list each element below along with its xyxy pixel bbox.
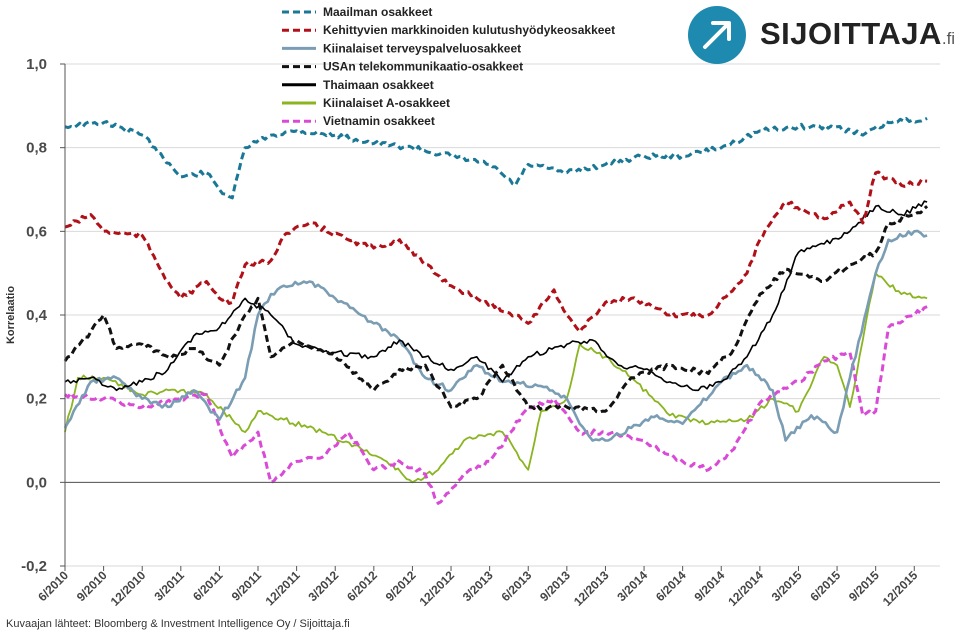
series-line [64, 117, 928, 200]
x-tick-label: 6/2012 [344, 568, 380, 604]
x-tick-label: 9/2010 [74, 568, 110, 604]
x-tick-label: 6/2011 [190, 568, 226, 604]
x-tick-label: 12/2015 [880, 568, 921, 609]
series-line [64, 305, 928, 505]
x-tick-label: 9/2015 [846, 568, 882, 604]
series-lines [63, 117, 929, 505]
x-tick-label: 3/2014 [614, 568, 650, 604]
x-tick-label: 12/2011 [263, 568, 303, 608]
legend-label: Maailman osakkeet [323, 5, 432, 19]
x-tick-label: 3/2011 [152, 568, 188, 604]
brand-logo: SIJOITTAJA.fi [688, 6, 968, 64]
x-tick-label: 6/2015 [807, 568, 843, 604]
y-tick-labels: 1,0 0,8 0,6 0,4 0,2 0,0 -0,2 [21, 56, 48, 575]
x-tick-label: 3/2012 [305, 568, 341, 604]
y-tick-label: 1,0 [26, 56, 47, 73]
x-tick-label: 12/2014 [725, 568, 766, 609]
x-tick-label: 3/2013 [460, 568, 496, 604]
source-note: Kuvaajan lähteet: Bloomberg & Investment… [6, 618, 350, 630]
y-tick-label: -0,2 [21, 558, 47, 575]
x-tick-label: 12/2010 [108, 568, 149, 609]
x-tick-label: 9/2013 [537, 568, 573, 604]
grid-lines [65, 63, 940, 567]
brand-suffix: .fi [941, 29, 956, 48]
y-tick-label: 0,6 [26, 223, 47, 240]
y-tick-label: 0,4 [26, 307, 48, 324]
x-tick-label: 9/2011 [229, 568, 265, 604]
series-line [63, 205, 929, 414]
legend-label: Kiinalaiset terveyspalveluosakkeet [323, 41, 521, 55]
x-tick-label: 9/2012 [383, 568, 419, 604]
legend-label: Vietnamin osakkeet [323, 114, 435, 128]
series-line [64, 272, 928, 484]
x-tick-label: 9/2014 [692, 568, 728, 604]
x-tick-label: 3/2015 [769, 568, 805, 604]
x-tick-label: 12/2012 [417, 568, 458, 609]
legend-label: Kiinalaiset A-osakkeet [323, 96, 450, 110]
legend: Maailman osakkeet Kehittyvien markkinoide… [282, 5, 615, 128]
y-tick-label: 0,2 [26, 391, 47, 408]
x-tick-label: 6/2013 [499, 568, 535, 604]
y-tick-label: 0,0 [26, 474, 47, 491]
legend-label: Thaimaan osakkeet [323, 78, 434, 92]
axes [60, 63, 940, 571]
legend-label: Kehittyvien markkinoiden kulutushyödykeo… [323, 23, 615, 37]
brand-name-text: SIJOITTAJA [760, 16, 942, 51]
series-line [63, 229, 928, 442]
y-tick-label: 0,8 [26, 140, 47, 157]
series-line [64, 170, 928, 334]
arrow-up-right-icon [688, 6, 746, 64]
x-tick-label: 6/2014 [653, 568, 689, 604]
series-line [64, 200, 928, 392]
legend-label: USAn telekommunikaatio-osakkeet [323, 60, 523, 74]
brand-name: SIJOITTAJA.fi [760, 16, 955, 52]
y-axis-label: Korrelaatio [5, 286, 17, 344]
x-tick-label: 12/2013 [571, 568, 612, 609]
